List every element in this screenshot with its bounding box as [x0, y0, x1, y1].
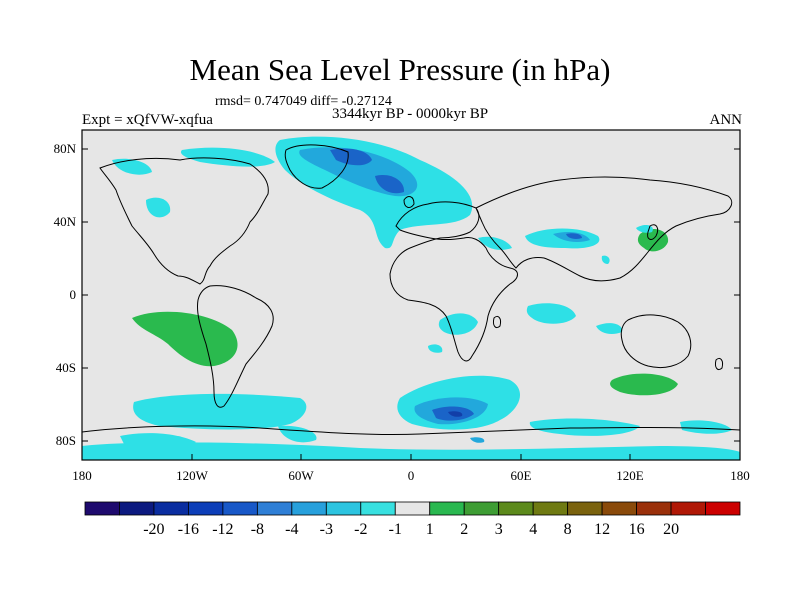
colorbar-label: 1 [425, 521, 434, 538]
lat-label-80n: 80N [53, 141, 76, 156]
australia-coast [620, 314, 692, 369]
south-america-coast [197, 285, 274, 408]
colorbar-box [601, 501, 637, 516]
colorbar-label: -16 [177, 521, 200, 538]
period-label: 3344kyr BP - 0000kyr BP [331, 106, 489, 122]
colorbar-box [222, 501, 258, 516]
lon-label-60w: 60W [288, 468, 314, 483]
colorbar-box [498, 501, 534, 516]
lat-label-80s: 80S [55, 433, 76, 448]
colorbar-label: 20 [663, 521, 680, 538]
antarctica-coast [82, 425, 740, 436]
lon-ticks [81, 454, 741, 460]
colorbar-box [394, 501, 431, 516]
lat-ticks [82, 148, 740, 442]
new-zealand-coast [715, 357, 723, 371]
lon-label-0: 0 [407, 468, 415, 483]
colorbar-label: -3 [319, 521, 333, 538]
colorbar-box [463, 501, 500, 516]
rmsd-diff-stats: rmsd= 0.747049 diff= -0.27124 [215, 94, 392, 109]
colorbar-label: -20 [143, 521, 165, 538]
lon-label-120w: 120W [176, 468, 208, 483]
colorbar-box [153, 501, 189, 516]
lon-label-180e: 180 [730, 468, 750, 483]
north-america-coast [99, 157, 269, 285]
colorbar-label: -12 [212, 521, 234, 538]
colorbar-box [84, 501, 120, 516]
uk-coast [403, 196, 415, 208]
colorbar-box [256, 501, 293, 516]
lon-label-180w: 180 [72, 468, 92, 483]
europe-africa-coast [389, 201, 518, 362]
experiment-label: Expt = xQfVW-xqfua [82, 112, 213, 128]
japan-coast [647, 224, 659, 240]
colorbar-box [291, 501, 327, 516]
colorbar-label: 3 [494, 521, 503, 538]
colorbar-label: 8 [563, 521, 572, 538]
madagascar-coast [493, 315, 501, 329]
japan-positive-anomaly [637, 228, 669, 252]
colorbar-label: -8 [250, 521, 265, 538]
colorbar-box [636, 501, 672, 516]
colorbar-box [532, 501, 569, 516]
lat-label-40s: 40S [55, 360, 76, 375]
colorbar-label: -1 [388, 521, 402, 538]
colorbar-box [360, 501, 396, 516]
colorbar-label: -2 [354, 521, 368, 538]
colorbar-box [670, 501, 706, 516]
lat-label-40n: 40N [53, 214, 76, 229]
anomaly-field [82, 136, 740, 460]
colorbar-box [119, 501, 155, 516]
north-atlantic-core [330, 148, 372, 166]
colorbar [84, 501, 741, 516]
australia-positive-anomaly [610, 373, 678, 396]
coastlines [82, 144, 740, 436]
colorbar-label: -4 [285, 521, 299, 538]
colorbar-box [188, 501, 224, 516]
lon-label-60e: 60E [510, 468, 532, 483]
lon-label-120e: 120E [616, 468, 644, 483]
colorbar-box [429, 501, 465, 516]
lat-label-0: 0 [69, 287, 77, 302]
colorbar-label: 4 [529, 521, 538, 538]
greenland-coast [284, 144, 349, 189]
asia-coast [475, 176, 733, 282]
season-label: ANN [709, 112, 743, 128]
colorbar-label: 16 [628, 521, 645, 538]
plot-title: Mean Sea Level Pressure (in hPa) [189, 52, 611, 87]
colorbar-box [705, 501, 741, 516]
south-atlantic-positive-anomaly [132, 311, 238, 367]
colorbar-label: 12 [594, 521, 611, 538]
colorbar-box [325, 501, 362, 516]
colorbar-label: 2 [460, 521, 469, 538]
colorbar-box [567, 501, 603, 516]
